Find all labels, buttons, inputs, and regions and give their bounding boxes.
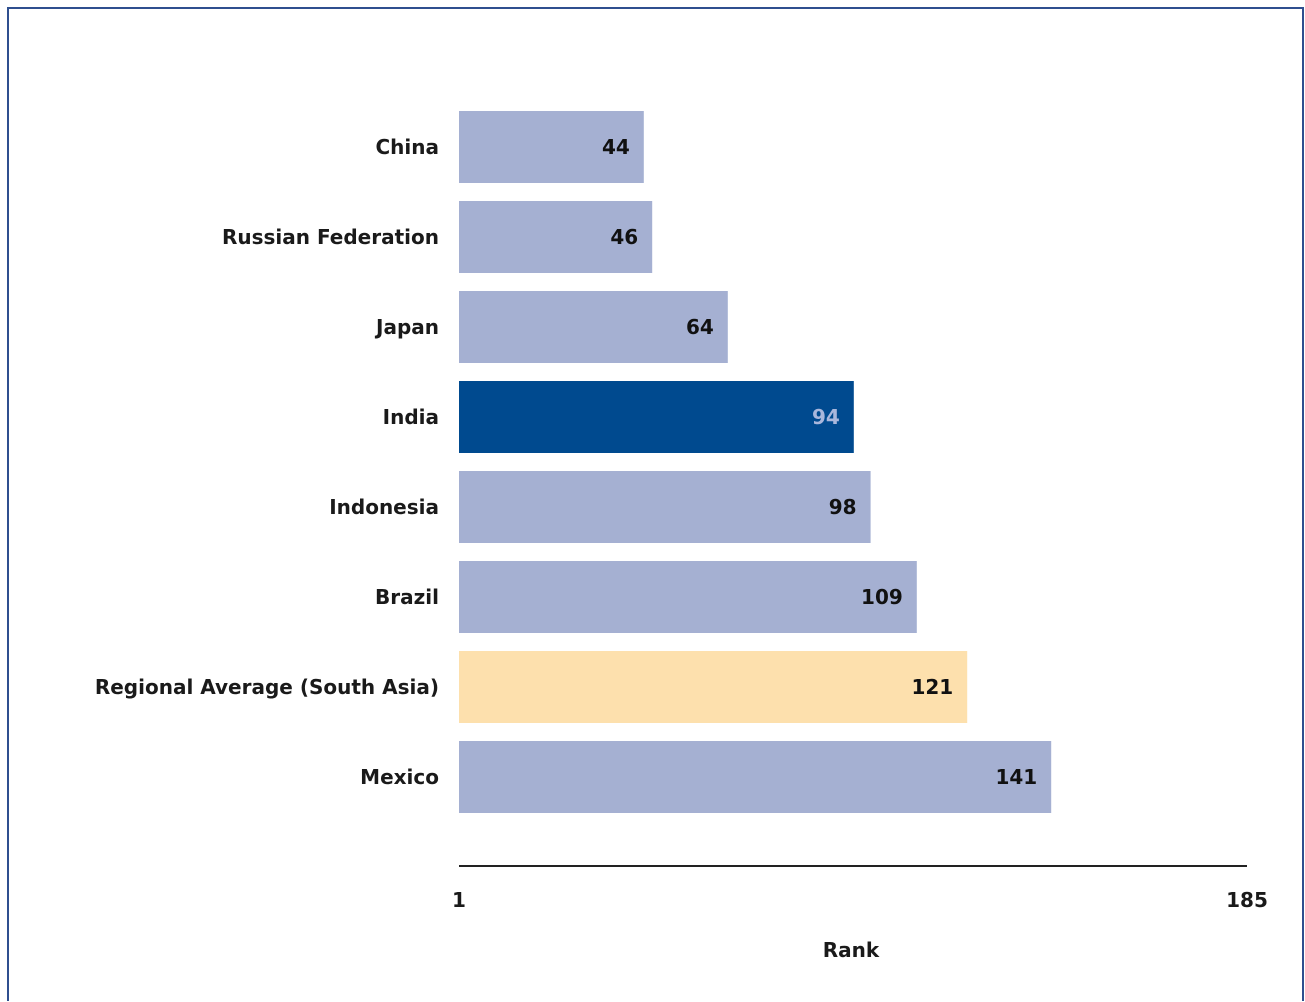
bar-brazil (459, 561, 917, 633)
bars-group: China 44 Russian Federation 46 Japan 64 India 9… (95, 111, 1052, 813)
category-label-mexico: Mexico (360, 765, 439, 789)
category-label-brazil: Brazil (375, 585, 439, 609)
category-label-china: China (375, 135, 439, 159)
value-label-mexico: 141 (995, 765, 1037, 789)
category-label-indonesia: Indonesia (329, 495, 439, 519)
value-label-indonesia: 98 (829, 495, 857, 519)
bar-mexico (459, 741, 1052, 813)
chart-frame (7, 7, 1304, 1001)
bar-indonesia (459, 471, 871, 543)
value-label-regional-average-south-asia: 121 (911, 675, 953, 699)
value-label-japan: 64 (686, 315, 714, 339)
bar-regional-average-south-asia (459, 651, 968, 723)
bar-india (459, 381, 854, 453)
category-label-russian-federation: Russian Federation (222, 225, 439, 249)
category-label-japan: Japan (374, 315, 439, 339)
category-label-india: India (383, 405, 439, 429)
value-label-india: 94 (812, 405, 840, 429)
value-label-brazil: 109 (861, 585, 903, 609)
bar-russian-federation (459, 201, 653, 273)
x-tick-min: 1 (452, 888, 466, 912)
bar-china (459, 111, 644, 183)
category-label-regional-average-south-asia: Regional Average (South Asia) (95, 675, 439, 699)
bar-japan (459, 291, 728, 363)
value-label-russian-federation: 46 (610, 225, 638, 249)
x-tick-max: 185 (1226, 888, 1268, 912)
x-axis-title: Rank (823, 938, 880, 962)
value-label-china: 44 (602, 135, 630, 159)
